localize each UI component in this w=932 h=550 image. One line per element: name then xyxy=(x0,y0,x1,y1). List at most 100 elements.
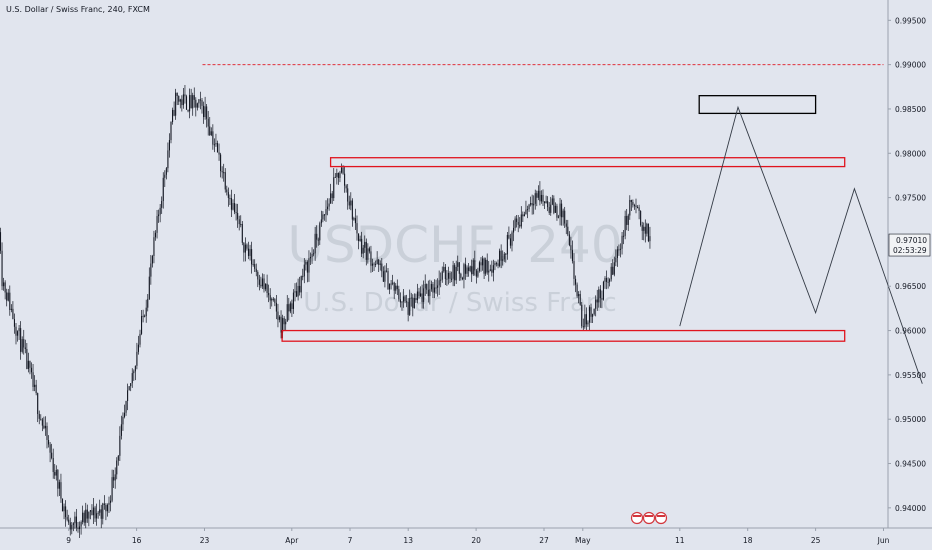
candle-body xyxy=(575,278,577,285)
candle-body xyxy=(168,140,170,151)
candle-body xyxy=(517,222,519,225)
candle-body xyxy=(616,249,618,259)
candle-body xyxy=(556,205,558,218)
candle-body xyxy=(41,419,43,426)
candle-body xyxy=(12,308,14,320)
candle-body xyxy=(308,258,310,273)
candle-body xyxy=(502,259,504,261)
candle-body xyxy=(154,232,157,238)
price-tick-label: 0.99000 xyxy=(895,61,926,70)
drawings xyxy=(202,64,923,384)
candle-body xyxy=(44,425,46,429)
candle-body xyxy=(579,294,581,305)
candle-body xyxy=(339,172,341,179)
candle-body xyxy=(122,416,124,425)
candle-body xyxy=(389,283,391,290)
candle-body xyxy=(483,258,485,274)
candle-body xyxy=(528,204,530,210)
candle-body xyxy=(461,277,463,280)
candle-body xyxy=(503,253,505,260)
candle-body xyxy=(172,109,174,122)
candle-body xyxy=(181,99,183,106)
candle-body xyxy=(494,263,496,266)
candle-body xyxy=(209,126,211,136)
candle-body xyxy=(358,233,360,242)
candle-body xyxy=(540,194,542,202)
candle-body xyxy=(164,174,166,178)
candle-body xyxy=(229,197,231,199)
candle-body xyxy=(385,270,387,272)
candle-body xyxy=(633,205,635,207)
candle-body xyxy=(120,424,122,436)
candle-body xyxy=(277,311,279,320)
candle-body xyxy=(288,304,290,312)
candle-body xyxy=(91,510,93,516)
candle-body xyxy=(477,270,479,277)
price-tick-label: 0.96000 xyxy=(895,327,926,336)
candle-body xyxy=(125,400,127,413)
time-tick-label: 18 xyxy=(743,536,753,545)
time-axis[interactable]: 91623Apr7132027May111825Jun8 xyxy=(66,528,932,545)
candle-body xyxy=(398,289,400,300)
candle-body xyxy=(401,301,403,303)
time-tick-label: 9 xyxy=(66,536,71,545)
candle-body xyxy=(187,109,189,112)
candle-body xyxy=(7,292,9,301)
candle-body xyxy=(328,203,330,207)
candle-body xyxy=(516,218,518,223)
candle-body xyxy=(337,172,339,179)
candle-body xyxy=(227,192,229,198)
candle-body xyxy=(240,224,242,226)
candle-body xyxy=(573,261,575,279)
candle-body xyxy=(150,263,152,277)
event-icons[interactable] xyxy=(630,511,668,525)
candle-body xyxy=(423,288,425,303)
candle-body xyxy=(554,205,556,213)
candle-body xyxy=(145,307,147,317)
candle-body xyxy=(137,344,139,352)
candle-body xyxy=(392,282,394,284)
candle-body xyxy=(309,256,312,259)
candle-body xyxy=(395,285,397,291)
candle-body xyxy=(581,304,583,327)
candle-body xyxy=(647,223,649,242)
candle-body xyxy=(373,263,375,265)
candle-body xyxy=(223,172,225,174)
candle-body xyxy=(263,278,265,290)
target-zone-box xyxy=(698,95,817,115)
candle-body xyxy=(13,319,15,327)
candle-body xyxy=(192,95,194,109)
price-tick-label: 0.97500 xyxy=(895,194,926,203)
candle-body xyxy=(609,279,611,282)
candle-body xyxy=(142,315,144,317)
candle-body xyxy=(602,281,604,300)
time-tick-label: Apr xyxy=(285,536,299,545)
candle-body xyxy=(508,234,510,239)
candle-body xyxy=(452,265,454,279)
candle-body xyxy=(613,262,615,275)
candle-body xyxy=(500,250,502,261)
candle-body xyxy=(252,264,254,266)
candle-body xyxy=(38,413,40,419)
candle-body xyxy=(511,232,513,246)
candle-body xyxy=(640,210,642,226)
price-axis[interactable]: 0.99500 0.99000 0.98500 0.98000 0.97500 0.965… xyxy=(888,16,931,513)
candle-body xyxy=(485,259,487,274)
candle-body xyxy=(354,218,356,224)
candle-body xyxy=(474,260,476,271)
candle-body xyxy=(66,517,68,520)
candle-body xyxy=(588,307,591,323)
candle-body xyxy=(175,92,177,116)
candle-body xyxy=(314,233,316,254)
candle-body xyxy=(406,301,408,303)
candle-body xyxy=(117,455,119,461)
candle-body xyxy=(570,245,572,251)
candle-body xyxy=(190,95,192,109)
candle-body xyxy=(551,198,553,205)
candle-body xyxy=(296,291,298,297)
candle-body xyxy=(0,232,2,251)
candle-body xyxy=(418,291,420,297)
candle-body xyxy=(375,264,377,266)
candle-body xyxy=(17,331,19,336)
